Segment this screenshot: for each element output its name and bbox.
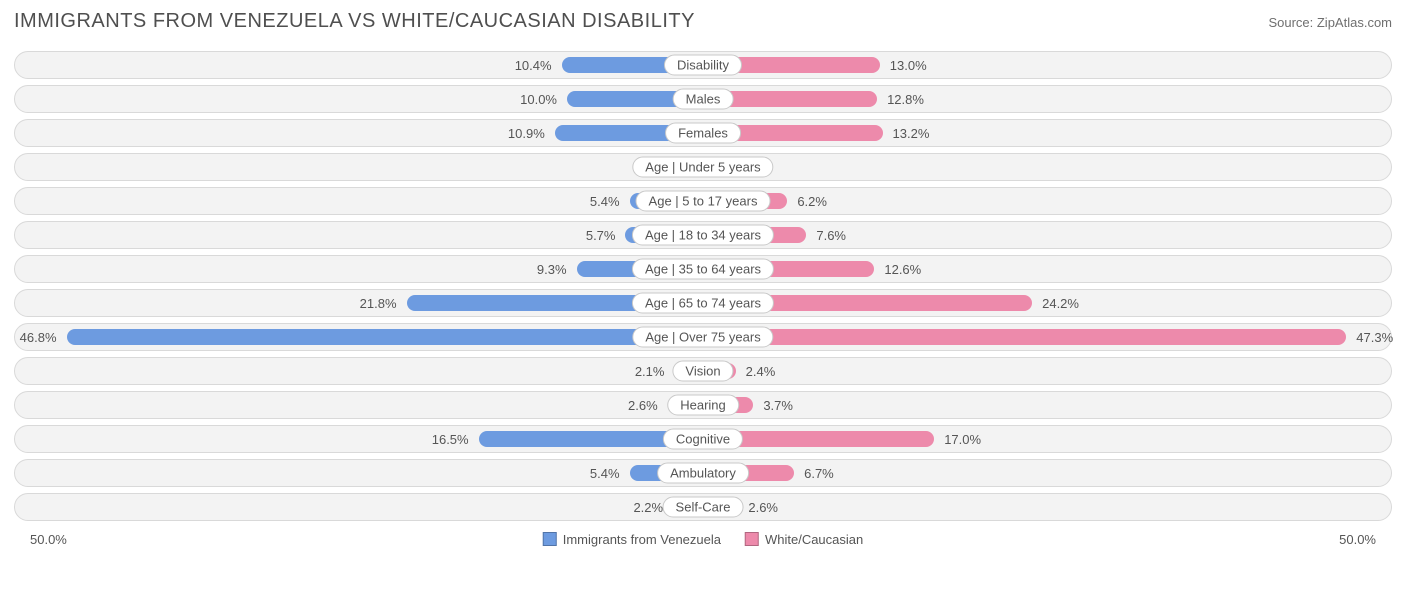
bar-half-left: 10.9% — [23, 120, 703, 146]
chart-header: IMMIGRANTS FROM VENEZUELA VS WHITE/CAUCA… — [14, 10, 1392, 33]
bar-right — [703, 329, 1346, 345]
value-label-left: 10.0% — [520, 92, 557, 107]
value-label-left: 10.9% — [508, 126, 545, 141]
chart-row: 46.8%47.3%Age | Over 75 years — [14, 323, 1392, 351]
bar-half-right: 13.0% — [703, 52, 1383, 78]
value-label-right: 12.6% — [884, 262, 921, 277]
value-label-right: 6.7% — [804, 466, 834, 481]
bar-half-right: 17.0% — [703, 426, 1383, 452]
bar-half-right: 3.7% — [703, 392, 1383, 418]
bar-half-right: 6.7% — [703, 460, 1383, 486]
bar-half-left: 21.8% — [23, 290, 703, 316]
value-label-left: 10.4% — [515, 58, 552, 73]
chart-title: IMMIGRANTS FROM VENEZUELA VS WHITE/CAUCA… — [14, 10, 695, 33]
bar-half-left: 10.4% — [23, 52, 703, 78]
value-label-left: 16.5% — [432, 432, 469, 447]
value-label-right: 17.0% — [944, 432, 981, 447]
value-label-left: 5.7% — [586, 228, 616, 243]
bar-half-left: 5.7% — [23, 222, 703, 248]
bar-half-left: 2.2% — [23, 494, 703, 520]
bar-half-left: 46.8% — [23, 324, 703, 350]
chart-row: 16.5% 17.0% Cognitive — [14, 425, 1392, 453]
bar-half-left: 1.2% — [23, 154, 703, 180]
bar-half-right: 12.8% — [703, 86, 1383, 112]
bar-half-left: 9.3% — [23, 256, 703, 282]
bar-half-right: 7.6% — [703, 222, 1383, 248]
value-label-left: 9.3% — [537, 262, 567, 277]
legend-item-right: White/Caucasian — [745, 532, 863, 547]
bar-half-left: 2.6% — [23, 392, 703, 418]
category-pill: Hearing — [667, 395, 739, 416]
category-pill: Females — [665, 123, 741, 144]
category-pill: Age | 65 to 74 years — [632, 293, 774, 314]
value-label-right: 24.2% — [1042, 296, 1079, 311]
bar-left — [67, 329, 703, 345]
bar-half-left: 5.4% — [23, 460, 703, 486]
axis-max-right: 50.0% — [1339, 532, 1376, 547]
chart-row: 2.1% 2.4% Vision — [14, 357, 1392, 385]
bar-half-right: 6.2% — [703, 188, 1383, 214]
bar-half-right: 13.2% — [703, 120, 1383, 146]
legend-label-right: White/Caucasian — [765, 532, 863, 547]
bar-half-right: 2.4% — [703, 358, 1383, 384]
category-pill: Age | Under 5 years — [632, 157, 773, 178]
category-pill: Age | 18 to 34 years — [632, 225, 774, 246]
bar-half-right: 2.6% — [703, 494, 1383, 520]
legend-swatch-right — [745, 532, 759, 546]
value-label-right: 13.2% — [893, 126, 930, 141]
value-label-left: 46.8% — [20, 330, 57, 345]
category-pill: Age | Over 75 years — [632, 327, 773, 348]
bar-half-left: 10.0% — [23, 86, 703, 112]
value-label-right: 2.4% — [746, 364, 776, 379]
chart-row: 2.6% 3.7% Hearing — [14, 391, 1392, 419]
category-pill: Age | 5 to 17 years — [636, 191, 771, 212]
category-pill: Self-Care — [663, 497, 744, 518]
value-label-right: 12.8% — [887, 92, 924, 107]
bar-half-left: 16.5% — [23, 426, 703, 452]
legend-label-left: Immigrants from Venezuela — [563, 532, 721, 547]
value-label-left: 5.4% — [590, 194, 620, 209]
value-label-right: 6.2% — [797, 194, 827, 209]
value-label-left: 5.4% — [590, 466, 620, 481]
axis-max-left: 50.0% — [30, 532, 67, 547]
value-label-left: 2.6% — [628, 398, 658, 413]
chart-row: 10.4% 13.0% Disability — [14, 51, 1392, 79]
category-pill: Age | 35 to 64 years — [632, 259, 774, 280]
chart-row: 9.3% 12.6% Age | 35 to 64 years — [14, 255, 1392, 283]
bar-half-left: 5.4% — [23, 188, 703, 214]
category-pill: Disability — [664, 55, 742, 76]
value-label-right: 2.6% — [748, 500, 778, 515]
chart-row: 1.2%1.7%Age | Under 5 years — [14, 153, 1392, 181]
chart-row: 2.2% 2.6% Self-Care — [14, 493, 1392, 521]
bar-half-right: 47.3% — [703, 324, 1383, 350]
category-pill: Males — [673, 89, 734, 110]
value-label-left: 2.2% — [633, 500, 663, 515]
category-pill: Ambulatory — [657, 463, 749, 484]
chart-row: 10.9% 13.2% Females — [14, 119, 1392, 147]
value-label-right: 3.7% — [763, 398, 793, 413]
diverging-bar-chart: 10.4% 13.0% Disability 10.0% 12.8% Males 10.9%… — [14, 51, 1392, 521]
chart-row: 21.8% 24.2% Age | 65 to 74 years — [14, 289, 1392, 317]
chart-row: 10.0% 12.8% Males — [14, 85, 1392, 113]
chart-row: 5.4% 6.2% Age | 5 to 17 years — [14, 187, 1392, 215]
bar-half-right: 24.2% — [703, 290, 1383, 316]
value-label-right: 7.6% — [816, 228, 846, 243]
bar-half-left: 2.1% — [23, 358, 703, 384]
value-label-right: 13.0% — [890, 58, 927, 73]
chart-source: Source: ZipAtlas.com — [1268, 15, 1392, 30]
value-label-left: 2.1% — [635, 364, 665, 379]
chart-row: 5.7% 7.6% Age | 18 to 34 years — [14, 221, 1392, 249]
category-pill: Cognitive — [663, 429, 743, 450]
chart-legend: Immigrants from Venezuela White/Caucasia… — [543, 532, 864, 547]
bar-half-right: 1.7% — [703, 154, 1383, 180]
legend-item-left: Immigrants from Venezuela — [543, 532, 721, 547]
chart-footer: 50.0% Immigrants from Venezuela White/Ca… — [14, 527, 1392, 551]
chart-row: 5.4% 6.7% Ambulatory — [14, 459, 1392, 487]
value-label-right: 47.3% — [1356, 330, 1393, 345]
bar-half-right: 12.6% — [703, 256, 1383, 282]
value-label-left: 21.8% — [360, 296, 397, 311]
category-pill: Vision — [672, 361, 733, 382]
legend-swatch-left — [543, 532, 557, 546]
